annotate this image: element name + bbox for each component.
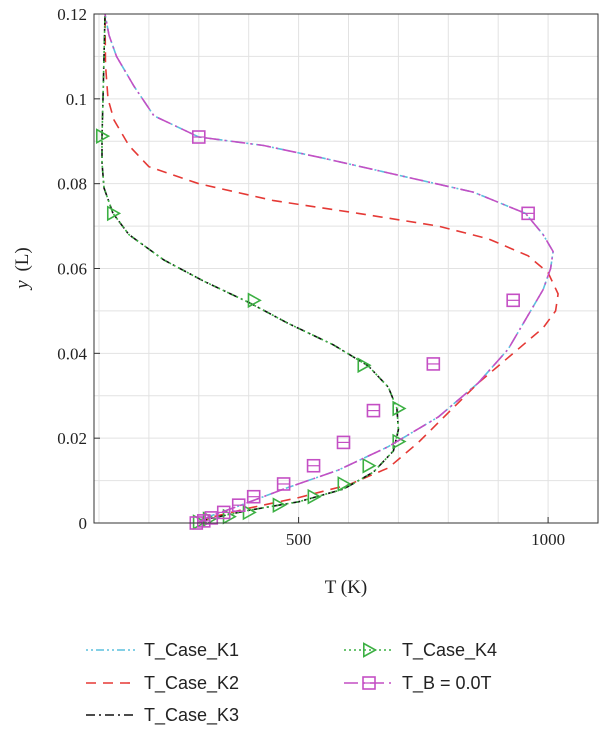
data-point-square xyxy=(231,498,246,512)
y-tick-label: 0.02 xyxy=(57,429,87,448)
data-point-triangle xyxy=(362,457,377,474)
data-point-square xyxy=(306,458,321,473)
legend: T_Case_K1 T_Case_K2 T_Case_K3 T_Case_K4 T_B … xyxy=(86,640,497,726)
data-point-square xyxy=(191,130,206,144)
legend-label: T_Case_K3 xyxy=(144,705,239,726)
data-point-square xyxy=(196,514,211,528)
legend-label: T_Case_K1 xyxy=(144,640,239,661)
data-point-square xyxy=(506,293,520,308)
y-tick-label: 0.08 xyxy=(57,175,87,194)
series-3 xyxy=(95,13,407,531)
series-4 xyxy=(104,13,554,530)
y-axis-title: y (L) xyxy=(12,247,33,290)
data-point-triangle xyxy=(272,497,287,514)
data-point-triangle xyxy=(242,504,257,521)
data-point-triangle xyxy=(95,128,111,145)
y-tick-label: 0.1 xyxy=(66,90,87,109)
legend-label: T_Case_K4 xyxy=(402,640,497,661)
data-point-triangle xyxy=(392,433,407,450)
x-axis-title: T (K) xyxy=(325,577,367,598)
data-point-triangle xyxy=(392,400,407,417)
data-point-triangle xyxy=(362,642,378,658)
series-line xyxy=(101,13,400,524)
legend-item: T_Case_K2 xyxy=(86,673,239,694)
y-axis-unit: (L) xyxy=(12,247,33,271)
grid xyxy=(94,14,598,523)
data-point-square xyxy=(336,435,351,450)
data-point-square xyxy=(426,357,441,371)
legend-item: T_Case_K4 xyxy=(344,640,497,661)
data-point-square xyxy=(216,505,231,520)
legend-item: T_Case_K3 xyxy=(86,705,239,726)
legend-item: T_Case_K1 xyxy=(86,640,239,661)
y-tick-label: 0 xyxy=(79,514,88,533)
y-tick-label: 0.04 xyxy=(57,344,87,363)
data-point-square xyxy=(362,676,376,690)
x-tick-label: 500 xyxy=(286,530,312,549)
series-layer xyxy=(95,13,559,531)
series-line xyxy=(104,13,554,524)
series-line xyxy=(104,13,559,524)
data-point-triangle xyxy=(247,292,262,309)
axis-labels: T (K) y (L) xyxy=(12,247,367,598)
data-point-triangle xyxy=(106,205,122,222)
data-point-square xyxy=(521,206,535,221)
y-tick-label: 0.06 xyxy=(57,260,87,279)
data-point-square xyxy=(246,489,261,504)
legend-item: T_B = 0.0T xyxy=(344,673,492,694)
data-point-triangle xyxy=(357,357,372,374)
data-point-triangle xyxy=(192,514,207,531)
ticks: 0 0.02 0.04 0.06 0.08 0.1 0.12 500 1000 xyxy=(57,5,565,549)
x-tick-label: 1000 xyxy=(531,530,565,549)
legend-label: T_Case_K2 xyxy=(144,673,239,694)
data-point-triangle xyxy=(307,488,322,505)
data-point-square xyxy=(276,477,291,491)
series-1 xyxy=(104,13,559,524)
y-tick-label: 0.12 xyxy=(57,5,87,24)
data-point-square xyxy=(366,403,381,418)
data-point-triangle xyxy=(337,476,352,492)
legend-label: T_B = 0.0T xyxy=(402,673,492,694)
